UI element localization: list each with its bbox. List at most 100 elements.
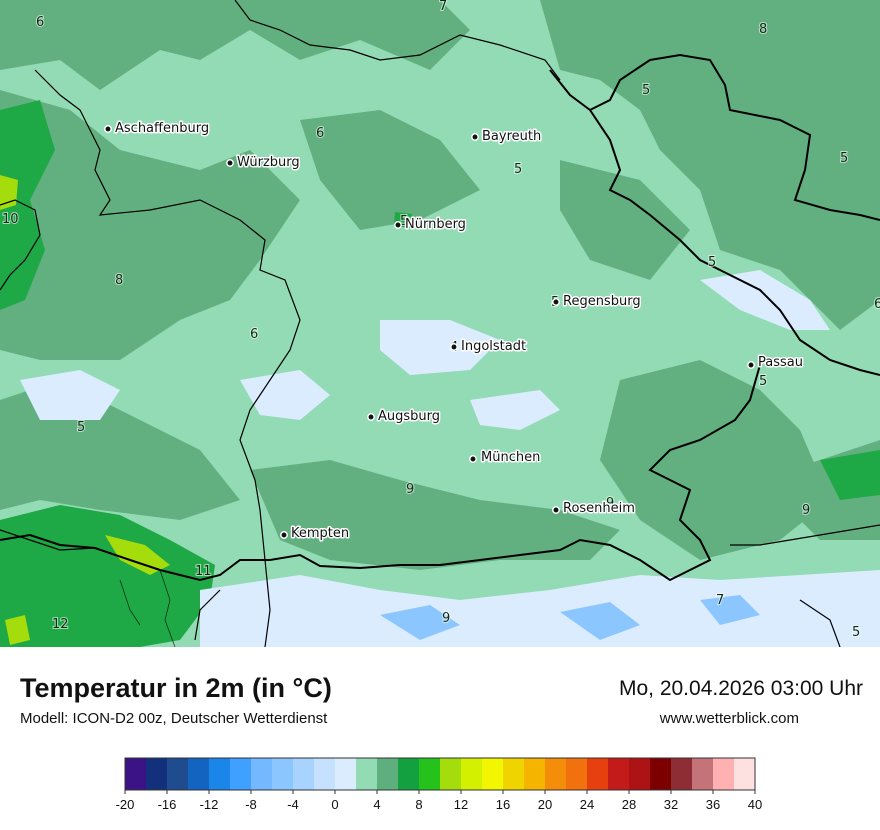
isotherm-label: 6 (36, 15, 44, 30)
legend-swatch (314, 758, 336, 790)
temperature-field-green-zones (0, 100, 880, 647)
city-markers: Aschaffenburg Würzburg Bayreuth Nürnberg… (104, 120, 804, 543)
city-aschaffenburg: Aschaffenburg (104, 120, 211, 138)
legend-swatch (524, 758, 546, 790)
map-title: Temperatur in 2m (in °C) (20, 673, 332, 703)
legend-swatch (503, 758, 525, 790)
legend-tick-label: 20 (538, 797, 552, 812)
temperature-field-cool-zones (20, 270, 880, 647)
temperature-field-warm-zones (0, 0, 880, 570)
temperature-map: 6 7 8 6 5 5 5 10 8 6 5 5 5 5 5 4 9 9 9 1… (0, 0, 880, 647)
legend-swatch (419, 758, 441, 790)
isotherm-label: 9 (606, 496, 614, 511)
city-label: Bayreuth (482, 129, 541, 144)
legend-swatch (125, 758, 147, 790)
city-rosenheim: Rosenheim (552, 500, 636, 518)
legend-swatch (713, 758, 735, 790)
legend-tick-label: 40 (748, 797, 762, 812)
city-label: Rosenheim (563, 501, 635, 516)
legend-swatch (272, 758, 294, 790)
isotherm-label: 11 (195, 564, 212, 579)
city-label: Kempten (291, 526, 349, 541)
legend-swatch (146, 758, 168, 790)
isotherm-label: 9 (802, 503, 810, 518)
valid-datetime: Mo, 20.04.2026 03:00 Uhr (618, 677, 863, 700)
city-dot (104, 125, 112, 133)
temperature-field-very-warm-zones (0, 175, 170, 645)
legend-swatch (335, 758, 357, 790)
city-dot (552, 506, 560, 514)
city-dot (747, 361, 755, 369)
color-legend: -20 -16 -12 -8 -4 0 4 8 12 16 20 24 28 32 36 40 (116, 757, 762, 812)
legend-swatch (587, 758, 609, 790)
city-ingolstadt: Ingolstadt (450, 338, 528, 356)
state-borders (0, 0, 880, 647)
city-regensburg: Regensburg (552, 293, 642, 311)
isotherm-label: 12 (52, 617, 69, 632)
city-dot (226, 159, 234, 167)
isotherm-label: 5 (77, 420, 85, 435)
legend-swatch (461, 758, 483, 790)
city-dot (367, 413, 375, 421)
legend-swatch (398, 758, 420, 790)
city-dot (450, 343, 458, 351)
city-muenchen: München (469, 449, 542, 467)
isotherm-label: 5 (400, 214, 408, 229)
isotherm-label: 9 (442, 611, 450, 626)
city-augsburg: Augsburg (367, 408, 442, 426)
city-wuerzburg: Würzburg (226, 154, 301, 172)
national-borders (0, 53, 880, 582)
legend-swatch (209, 758, 231, 790)
isotherm-label: 9 (406, 482, 414, 497)
city-label: Aschaffenburg (115, 121, 209, 136)
city-label: Nürnberg (405, 217, 466, 232)
legend-swatch (629, 758, 651, 790)
isotherm-label: 7 (439, 0, 447, 14)
website-link[interactable]: www.wetterblick.com (659, 710, 799, 727)
legend-swatch (608, 758, 630, 790)
city-label: Passau (758, 355, 803, 370)
isotherm-label: 5 (759, 374, 767, 389)
legend-tick-label: -8 (245, 797, 257, 812)
model-info: Modell: ICON-D2 00z, Deutscher Wetterdie… (20, 710, 328, 727)
legend-swatch (671, 758, 693, 790)
isotherm-label: 5 (840, 151, 848, 166)
city-dot (469, 455, 477, 463)
legend-swatch (440, 758, 462, 790)
isotherm-label: 6 (250, 327, 258, 342)
legend-swatch (356, 758, 378, 790)
city-label: Ingolstadt (461, 339, 526, 354)
legend-tick-label: 0 (331, 797, 338, 812)
isotherm-label: 6 (874, 297, 880, 312)
isotherm-label: 7 (716, 593, 724, 608)
legend-tick-label: 24 (580, 797, 594, 812)
legend-tick-label: 32 (664, 797, 678, 812)
rivers (119, 569, 176, 647)
map-footer: Temperatur in 2m (in °C) Modell: ICON-D2… (0, 647, 880, 830)
legend-tick-label: -20 (116, 797, 135, 812)
legend-tick-label: 12 (454, 797, 468, 812)
legend-tick-label: 8 (415, 797, 422, 812)
city-bayreuth: Bayreuth (471, 128, 543, 146)
city-dot (552, 298, 560, 306)
isotherm-label: 8 (115, 273, 123, 288)
isotherm-label: 8 (759, 22, 767, 37)
city-dot (280, 531, 288, 539)
isotherm-label: 5 (642, 83, 650, 98)
legend-swatch (377, 758, 399, 790)
isotherm-label: 5 (708, 255, 716, 270)
legend-tick-label: 4 (373, 797, 380, 812)
legend-tick-label: 36 (706, 797, 720, 812)
legend-swatch (251, 758, 273, 790)
city-dot (394, 221, 402, 229)
legend-swatch (167, 758, 189, 790)
city-label: München (481, 450, 540, 465)
legend-swatch (692, 758, 714, 790)
isotherm-label: 10 (2, 212, 19, 227)
legend-swatch (545, 758, 567, 790)
city-passau: Passau (747, 354, 804, 372)
city-dot (471, 133, 479, 141)
city-label: Würzburg (237, 155, 300, 170)
city-label: Augsburg (378, 409, 440, 424)
city-label: Regensburg (563, 294, 641, 309)
